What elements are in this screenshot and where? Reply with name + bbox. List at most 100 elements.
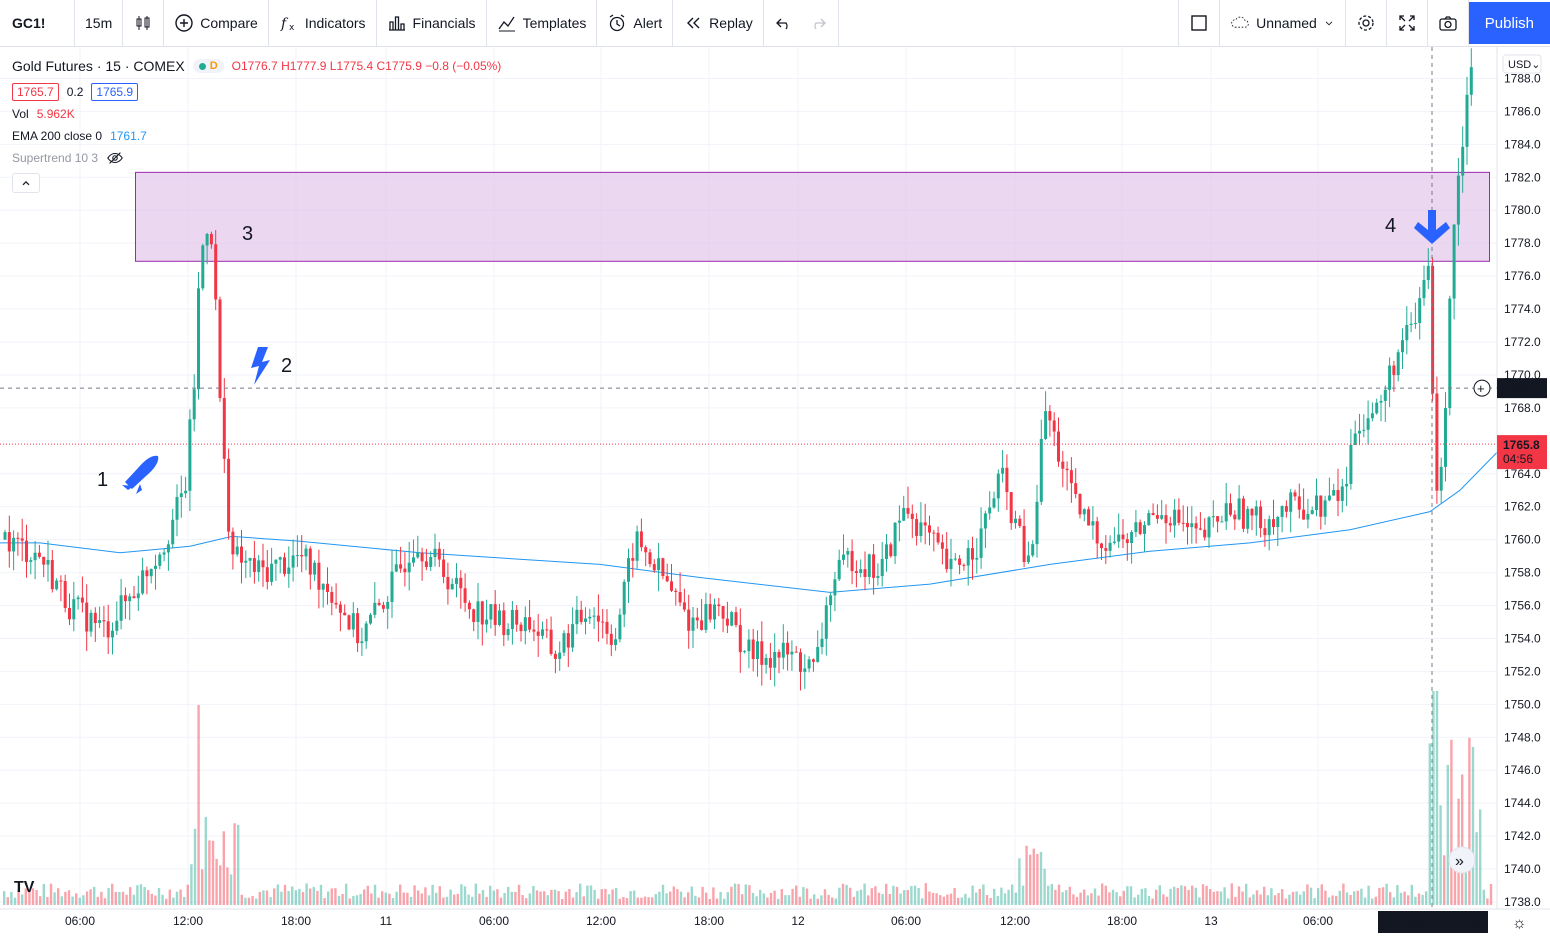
volume-bar (283, 884, 287, 905)
price-chart[interactable]: 1738.0 1740.0 1742.0 1744.0 1746.0 1748.0 1750… (0, 47, 1550, 939)
chart-legend: Gold Futures · 15 · COMEX D O1776.7 H177… (12, 55, 501, 193)
redo-icon[interactable] (808, 13, 828, 33)
volume-bar (514, 891, 517, 905)
volume-bar (1068, 886, 1071, 905)
add-alert-plus-icon[interactable] (1473, 379, 1491, 397)
volume-bar (103, 898, 107, 905)
publish-button[interactable]: Publish (1468, 2, 1550, 44)
ema-value: 1761.7 (110, 129, 147, 143)
candle-body (1233, 514, 1237, 520)
candle-body (919, 522, 923, 536)
volume-bar (640, 897, 643, 905)
price-axis-tick: 1742.0 (1504, 829, 1541, 843)
volume-bar (445, 896, 449, 905)
currency-label: USD⌄ (1508, 59, 1540, 71)
candle-body (665, 576, 669, 582)
volume-bar (352, 896, 355, 905)
volume-bar (57, 888, 60, 905)
volume-bar (647, 897, 650, 905)
ask-price[interactable]: 1765.9 (91, 83, 139, 101)
compare-button[interactable]: Compare (164, 0, 269, 46)
layout-name-button[interactable]: Unnamed (1220, 0, 1346, 46)
currency-button[interactable] (1502, 54, 1542, 74)
candle-body (1052, 420, 1056, 432)
replay-button[interactable]: Replay (673, 0, 764, 46)
candle-body (897, 520, 901, 523)
legend-symbol-title[interactable]: Gold Futures · 15 · COMEX (12, 58, 185, 74)
volume-bar (917, 888, 920, 905)
scroll-to-realtime-button[interactable] (1448, 846, 1476, 874)
candle-body (111, 630, 114, 638)
volume-bar (154, 895, 157, 905)
volume-bar (571, 897, 575, 905)
bid-price[interactable]: 1765.7 (12, 83, 59, 101)
candle-body (1181, 522, 1185, 524)
fullscreen-button[interactable] (1387, 0, 1428, 46)
layout-toggle-button[interactable] (1178, 0, 1221, 46)
undo-icon[interactable] (774, 13, 794, 33)
volume-bar (1245, 883, 1248, 905)
candle-body (1272, 519, 1275, 528)
gear-icon (1358, 15, 1374, 31)
candle-body (983, 513, 987, 529)
candle-body (622, 581, 626, 615)
candle-body (1250, 508, 1254, 516)
eye-hidden-icon[interactable] (106, 149, 124, 167)
volume-bar (769, 892, 773, 905)
candle-body (910, 513, 914, 520)
volume-bar (1234, 897, 1237, 905)
resistance-zone[interactable] (135, 171, 1490, 262)
financials-button[interactable]: Financials (377, 0, 487, 46)
volume-bar (161, 894, 164, 905)
symbol-search-button[interactable]: GC1! (0, 0, 75, 46)
volume-bar (1371, 898, 1374, 905)
candle-body (1405, 324, 1409, 341)
price-axis-tick: 1782.0 (1504, 170, 1541, 184)
supertrend-legend-row[interactable]: Supertrend 10 3 (12, 147, 501, 169)
volume-bar (733, 883, 737, 905)
interval-button[interactable]: 15m (75, 0, 124, 46)
volume-bar (1468, 737, 1471, 905)
volume-bar (827, 894, 830, 905)
volume-bar (838, 887, 841, 905)
volume-bar (442, 897, 445, 905)
svg-text:f: f (280, 16, 289, 32)
candle-body (334, 602, 338, 605)
volume-legend-row[interactable]: Vol 5.962K (12, 103, 501, 125)
tradingview-logo: TV (14, 879, 35, 896)
volume-bar (193, 828, 197, 905)
volume-bar (1392, 897, 1395, 905)
price-axis-tick: 1758.0 (1504, 566, 1541, 580)
chart-type-button[interactable] (123, 0, 165, 46)
volume-bar (1410, 884, 1413, 905)
settings-button[interactable] (1346, 0, 1387, 46)
market-status-badge[interactable]: D (192, 59, 224, 73)
candle-body (687, 609, 691, 631)
snapshot-button[interactable] (1428, 0, 1469, 46)
candle-body (652, 564, 656, 571)
candle-body (786, 642, 790, 655)
chevron-up-icon (22, 180, 30, 186)
volume-bar (726, 892, 729, 905)
volume-bar (201, 869, 204, 905)
alert-button[interactable]: Alert (597, 0, 674, 46)
volume-bar (1198, 897, 1201, 905)
volume-bar (100, 891, 103, 905)
candle-body (240, 546, 243, 563)
templates-button[interactable]: Templates (487, 0, 598, 46)
candle-body (678, 592, 682, 603)
volume-bar (1133, 897, 1136, 905)
ema-200-line[interactable] (0, 452, 1498, 593)
spread-value: 0.2 (66, 85, 84, 99)
ema-legend-row[interactable]: EMA 200 close 0 1761.7 (12, 125, 501, 147)
volume-bar (1147, 896, 1151, 905)
candle-body (863, 569, 867, 577)
legend-collapse-button[interactable] (12, 173, 40, 193)
candle-body (278, 557, 282, 560)
candle-body (1220, 521, 1224, 523)
candle-body (794, 651, 798, 653)
volume-bar (1090, 893, 1093, 905)
volume-bar (820, 895, 823, 905)
volume-bar (1072, 894, 1075, 905)
